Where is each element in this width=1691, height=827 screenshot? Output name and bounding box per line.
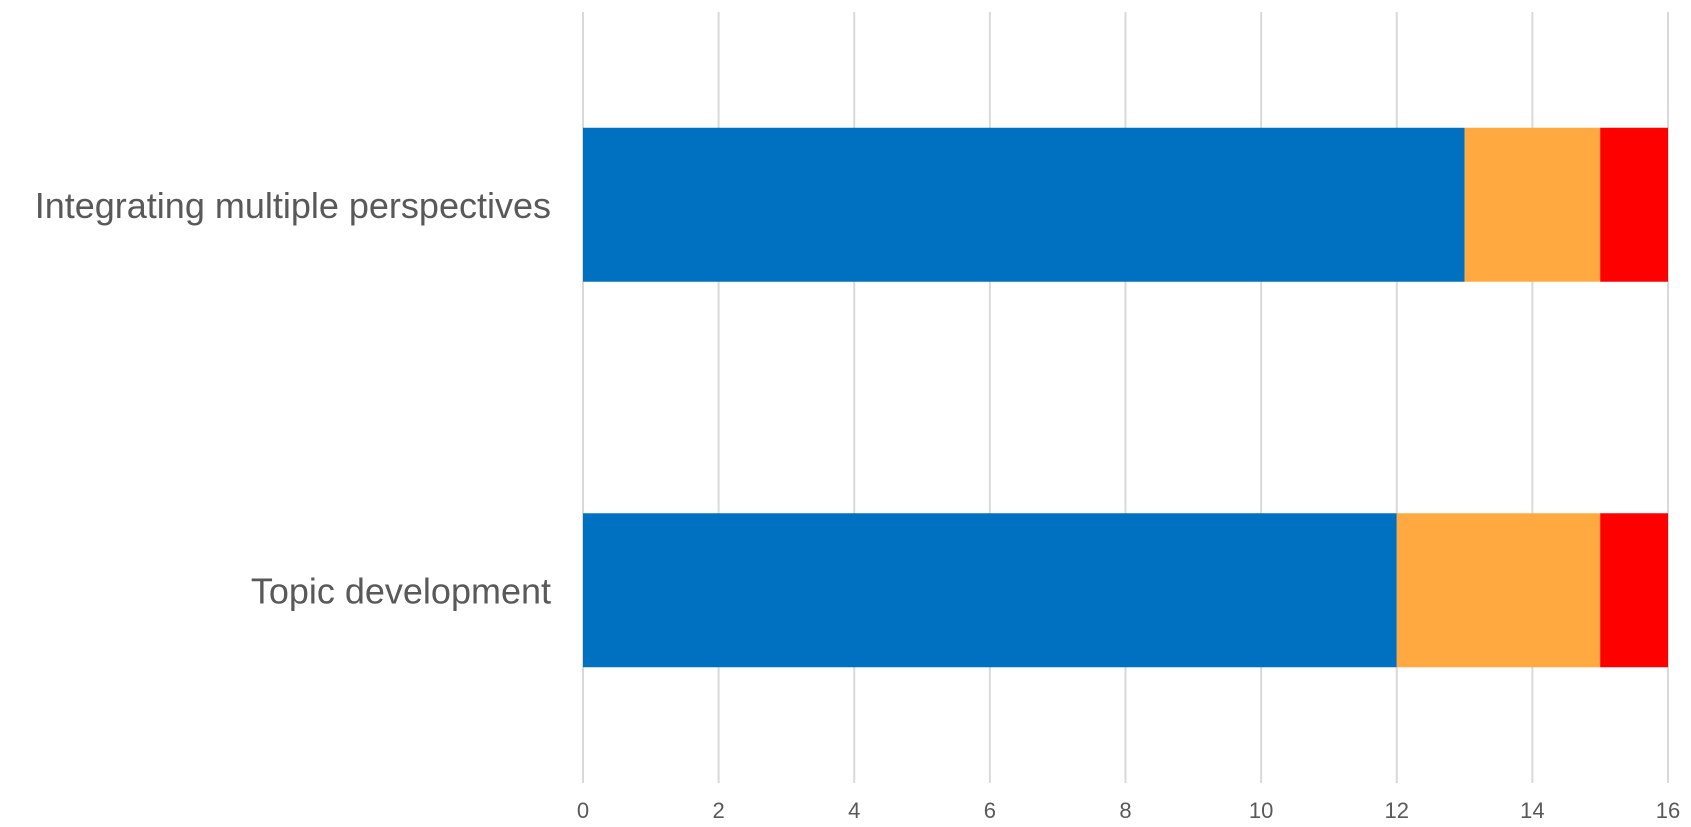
- x-tick-label: 4: [848, 798, 860, 823]
- x-tick-label: 16: [1656, 798, 1680, 823]
- x-axis-tick-labels: 0 2 4 6 8 10 12 14 16: [577, 798, 1680, 823]
- x-tick-label: 12: [1385, 798, 1409, 823]
- bar-segment: [583, 127, 1465, 282]
- bar-segment: [1600, 513, 1668, 668]
- x-tick-label: 0: [577, 798, 589, 823]
- bar-segment: [1464, 127, 1601, 282]
- x-tick-label: 8: [1119, 798, 1131, 823]
- gridlines: [582, 12, 1669, 783]
- bar-segment: [1600, 127, 1668, 282]
- x-tick-label: 10: [1249, 798, 1273, 823]
- x-tick-label: 14: [1520, 798, 1544, 823]
- bar-segments: [583, 127, 1668, 668]
- category-label: Integrating multiple perspectives: [35, 185, 551, 226]
- bar-segment: [1396, 513, 1601, 668]
- x-tick-label: 6: [984, 798, 996, 823]
- x-tick-label: 2: [713, 798, 725, 823]
- bar-segment: [583, 513, 1397, 668]
- category-labels: Integrating multiple perspectives Topic d…: [35, 185, 551, 612]
- category-label: Topic development: [251, 570, 551, 611]
